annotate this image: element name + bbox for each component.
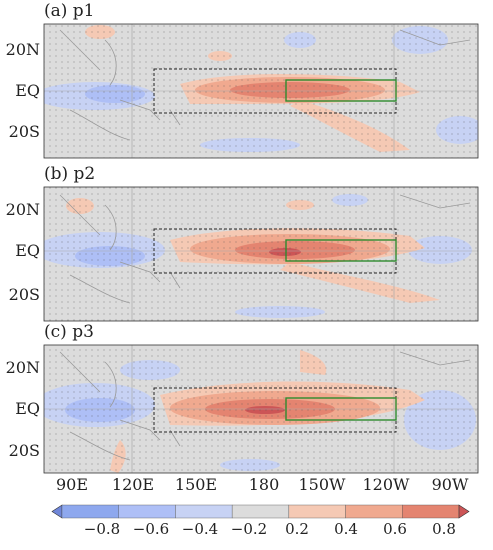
colorbar-segment (175, 504, 233, 519)
colorbar-tick-label: 0.2 (285, 520, 309, 538)
lon-label-180: 180 (248, 475, 280, 494)
colorbar-segment (345, 504, 403, 519)
lon-label-150w: 150W (298, 475, 346, 494)
panel-a-frame (43, 23, 479, 159)
panel-a-inner-box (285, 79, 397, 102)
panel-a-title: (a) p1 (44, 1, 95, 21)
colorbar-segment (402, 504, 460, 519)
lat-label-20s: 20S (8, 441, 40, 460)
lat-label-eq: EQ (15, 81, 40, 100)
panel-b-title: (b) p2 (44, 164, 96, 184)
lat-label-20n: 20N (5, 358, 40, 377)
lon-label-90e: 90E (55, 475, 89, 494)
lat-label-20s: 20S (8, 285, 40, 304)
panel-c-map (44, 345, 478, 473)
colorbar-tick-label: −0.2 (230, 520, 268, 538)
colorbar-tick-label: 0.6 (383, 520, 407, 538)
panel-c-inner-box (285, 397, 397, 421)
colorbar-tick-label: 0.8 (432, 520, 456, 538)
panel-a-outer-box (153, 68, 397, 114)
lat-label-20n: 20N (5, 200, 40, 219)
panel-a-map (44, 24, 478, 158)
colorbar-tick-label: −0.4 (181, 520, 219, 538)
colorbar-extend-low (51, 504, 63, 519)
colorbar-tick-label: −0.8 (83, 520, 121, 538)
panel-c-outer-box (153, 387, 397, 433)
colorbar-tick-label: −0.6 (132, 520, 170, 538)
colorbar-segment (288, 504, 346, 519)
panel-c-title: (c) p3 (44, 322, 94, 342)
colorbar-extend-high (458, 504, 470, 519)
lon-label-120w: 120W (362, 475, 410, 494)
panel-b-outer-box (153, 228, 397, 274)
panel-b-inner-box (285, 239, 397, 262)
colorbar-segment (231, 504, 290, 519)
lon-label-90w: 90W (431, 475, 469, 494)
colorbar (51, 504, 470, 519)
colorbar-tick-label: 0.4 (334, 520, 358, 538)
lat-label-eq: EQ (15, 399, 40, 418)
colorbar-segment (118, 504, 176, 519)
panel-b-frame (43, 186, 479, 322)
lat-label-20n: 20N (5, 40, 40, 59)
panel-c-frame (43, 344, 479, 474)
lon-label-120e: 120E (111, 475, 155, 494)
colorbar-segment (61, 504, 119, 519)
lat-label-20s: 20S (8, 122, 40, 141)
panel-b-map (44, 187, 478, 321)
lat-label-eq: EQ (15, 241, 40, 260)
lon-label-150e: 150E (174, 475, 218, 494)
